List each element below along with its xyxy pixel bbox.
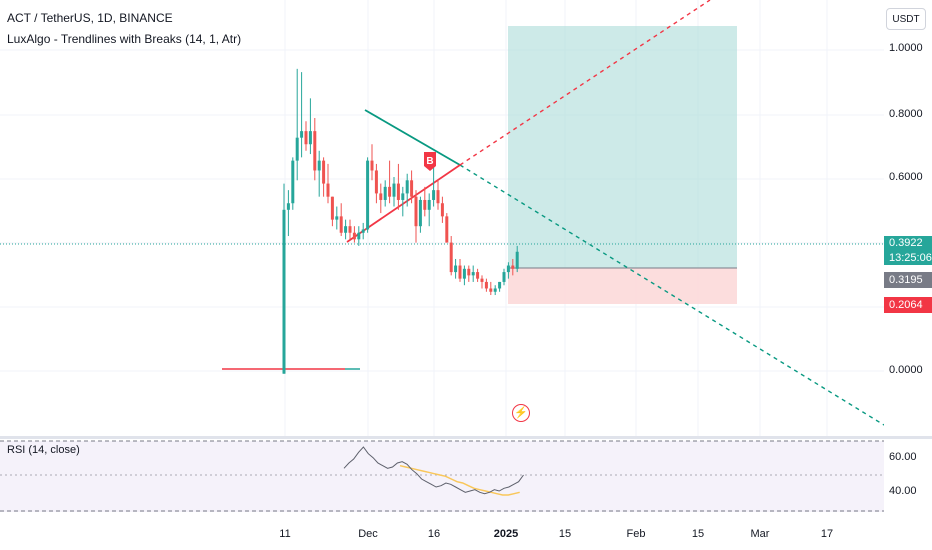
candle-up[interactable] bbox=[506, 265, 510, 273]
currency-button[interactable]: USDT bbox=[886, 8, 926, 30]
time-tick: Mar bbox=[750, 528, 770, 540]
candle-down[interactable] bbox=[476, 272, 480, 279]
candle-down[interactable] bbox=[440, 203, 444, 217]
price-tick: 0.0000 bbox=[889, 364, 923, 376]
time-tick: 11 bbox=[279, 528, 291, 540]
candle-up[interactable] bbox=[335, 216, 339, 220]
price-chart-canvas[interactable]: B bbox=[0, 0, 885, 436]
candle-up[interactable] bbox=[383, 186, 387, 200]
candle-down[interactable] bbox=[326, 183, 330, 197]
candle-down[interactable] bbox=[339, 216, 343, 233]
price-tick: 0.6000 bbox=[889, 171, 923, 183]
time-tick: Feb bbox=[626, 528, 646, 540]
candle-up[interactable] bbox=[401, 193, 405, 200]
price-tick: 1.0000 bbox=[889, 42, 923, 54]
candle-down[interactable] bbox=[304, 131, 308, 145]
time-tick: Dec bbox=[358, 528, 378, 540]
time-tick: 15 bbox=[691, 528, 705, 540]
rsi-title[interactable]: RSI (14, close) bbox=[7, 444, 80, 456]
candle-down[interactable] bbox=[484, 281, 488, 289]
candle-down[interactable] bbox=[467, 268, 471, 276]
candle-up[interactable] bbox=[286, 203, 290, 210]
candlestick-series bbox=[282, 68, 519, 374]
candle-down[interactable] bbox=[414, 196, 418, 227]
rsi-canvas[interactable] bbox=[0, 439, 884, 519]
candle-down[interactable] bbox=[352, 232, 356, 240]
uptrend-extension bbox=[459, 0, 711, 166]
candle-up[interactable] bbox=[427, 199, 431, 210]
candle-down[interactable] bbox=[436, 190, 440, 204]
stop-price-tag: 0.2064 bbox=[884, 297, 932, 313]
time-tick: 17 bbox=[820, 528, 834, 540]
break-marker[interactable]: B bbox=[424, 152, 436, 171]
candle-up[interactable] bbox=[405, 180, 409, 194]
stop-loss-zone[interactable] bbox=[508, 268, 737, 304]
rsi-ma-line bbox=[399, 464, 520, 496]
candle-up[interactable] bbox=[418, 199, 422, 227]
candle-up[interactable] bbox=[291, 160, 295, 204]
pane-separator[interactable] bbox=[0, 436, 932, 439]
candle-up[interactable] bbox=[502, 272, 506, 282]
candle-up[interactable] bbox=[462, 268, 466, 279]
break-marker-label: B bbox=[426, 156, 433, 167]
candle-down[interactable] bbox=[396, 183, 400, 200]
candle-down[interactable] bbox=[388, 186, 392, 197]
time-tick: 15 bbox=[558, 528, 572, 540]
candle-up[interactable] bbox=[361, 229, 365, 233]
candle-down[interactable] bbox=[445, 216, 449, 243]
candle-up[interactable] bbox=[498, 281, 502, 289]
entry-price-tag: 0.3195 bbox=[884, 272, 932, 288]
time-tick: 2025 bbox=[493, 528, 519, 540]
candle-up[interactable] bbox=[282, 209, 286, 374]
candle-down[interactable] bbox=[458, 265, 462, 279]
candle-down[interactable] bbox=[379, 193, 383, 200]
rsi-band-fill bbox=[0, 441, 884, 512]
candle-down[interactable] bbox=[330, 196, 334, 220]
candle-down[interactable] bbox=[449, 242, 453, 273]
price-chart-pane[interactable]: B ACT / TetherUS, 1D, BINANCE LuxAlgo - … bbox=[0, 0, 885, 436]
candle-down[interactable] bbox=[370, 160, 374, 171]
candle-down[interactable] bbox=[348, 226, 352, 233]
candle-down[interactable] bbox=[423, 199, 427, 210]
rsi-line bbox=[343, 446, 524, 495]
candle-up[interactable] bbox=[392, 183, 396, 197]
candle-up[interactable] bbox=[344, 226, 348, 233]
candle-up[interactable] bbox=[308, 131, 312, 145]
uptrend-line[interactable] bbox=[346, 164, 461, 243]
downtrend-line[interactable] bbox=[364, 109, 461, 166]
price-axis[interactable]: 1.0000 0.8000 0.6000 0.0000 60.00 40.00 bbox=[884, 0, 932, 520]
rsi-tick: 40.00 bbox=[889, 485, 917, 497]
countdown-tag: 13:25:06 bbox=[884, 251, 932, 265]
candle-down[interactable] bbox=[480, 278, 484, 282]
candle-up[interactable] bbox=[515, 251, 519, 269]
time-tick: 16 bbox=[427, 528, 441, 540]
candle-down[interactable] bbox=[322, 160, 326, 184]
price-tick: 0.8000 bbox=[889, 108, 923, 120]
take-profit-zone[interactable] bbox=[508, 26, 737, 268]
candle-up[interactable] bbox=[493, 288, 497, 292]
candle-up[interactable] bbox=[357, 232, 361, 240]
candle-up[interactable] bbox=[454, 265, 458, 273]
candle-up[interactable] bbox=[366, 160, 370, 230]
indicator-title[interactable]: LuxAlgo - Trendlines with Breaks (14, 1,… bbox=[7, 32, 242, 46]
rsi-pane[interactable] bbox=[0, 439, 884, 519]
symbol-title[interactable]: ACT / TetherUS, 1D, BINANCE bbox=[7, 11, 173, 25]
candle-down[interactable] bbox=[374, 170, 378, 194]
candle-up[interactable] bbox=[471, 272, 475, 276]
candle-up[interactable] bbox=[432, 190, 436, 200]
candle-down[interactable] bbox=[313, 131, 317, 171]
rsi-tick: 60.00 bbox=[889, 451, 917, 463]
candle-up[interactable] bbox=[317, 160, 321, 171]
candle-down[interactable] bbox=[489, 288, 493, 292]
candle-down[interactable] bbox=[511, 265, 515, 269]
current-price-tag: 0.3922 bbox=[884, 236, 932, 251]
candle-up[interactable] bbox=[300, 131, 304, 138]
candle-down[interactable] bbox=[410, 180, 414, 197]
candle-up[interactable] bbox=[295, 137, 299, 161]
lightning-icon[interactable]: ⚡ bbox=[512, 404, 530, 422]
downtrend-extension bbox=[459, 164, 885, 426]
